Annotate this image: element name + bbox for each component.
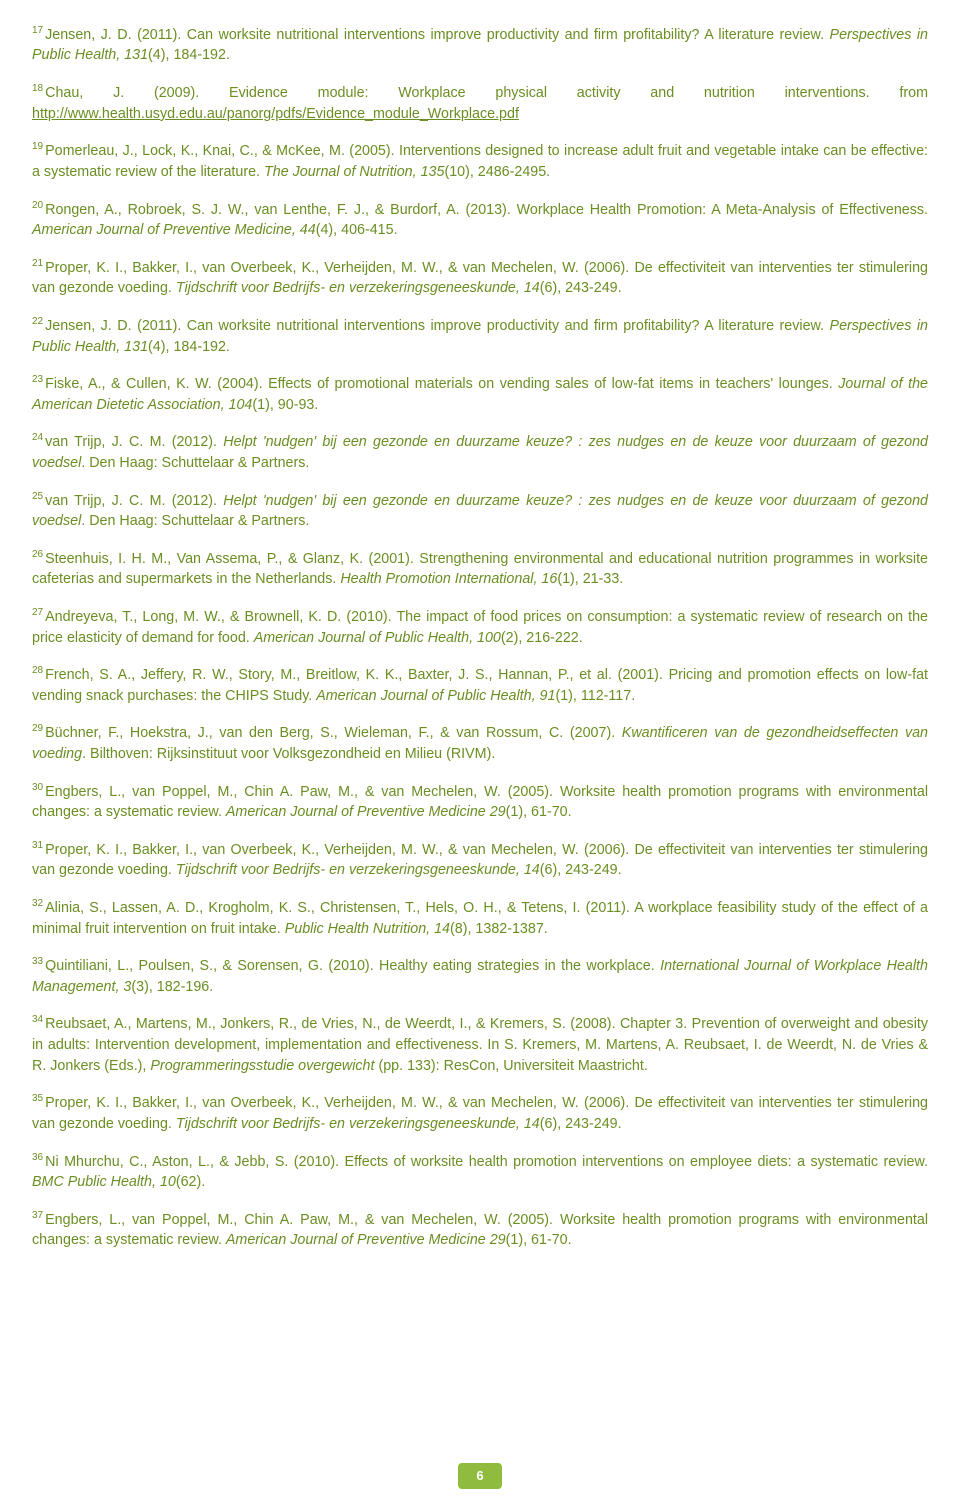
reference-item: 23Fiske, A., & Cullen, K. W. (2004). Eff… (32, 373, 928, 415)
reference-number: 32 (32, 898, 43, 909)
reference-text: (10), 2486-2495. (444, 164, 550, 180)
reference-item: 22Jensen, J. D. (2011). Can worksite nut… (32, 315, 928, 357)
reference-text: Public Health Nutrition, 14 (285, 921, 450, 937)
reference-number: 31 (32, 840, 43, 851)
reference-number: 23 (32, 374, 43, 385)
reference-item: 28French, S. A., Jeffery, R. W., Story, … (32, 664, 928, 706)
reference-text: American Journal of Public Health, 91 (316, 688, 555, 704)
reference-number: 37 (32, 1210, 43, 1221)
reference-number: 17 (32, 25, 43, 36)
reference-item: 32Alinia, S., Lassen, A. D., Krogholm, K… (32, 897, 928, 939)
reference-item: 29Büchner, F., Hoekstra, J., van den Ber… (32, 722, 928, 764)
reference-text: American Journal of Public Health, 100 (254, 630, 501, 646)
reference-item: 35Proper, K. I., Bakker, I., van Overbee… (32, 1092, 928, 1134)
reference-item: 25van Trijp, J. C. M. (2012). Helpt 'nud… (32, 490, 928, 532)
reference-item: 36Ni Mhurchu, C., Aston, L., & Jebb, S. … (32, 1151, 928, 1193)
reference-text: (6), 243-249. (540, 862, 622, 878)
reference-text: Rongen, A., Robroek, S. J. W., van Lenth… (45, 201, 928, 217)
reference-text: Health Promotion International, 16 (340, 571, 557, 587)
reference-number: 29 (32, 723, 43, 734)
references-list: 17Jensen, J. D. (2011). Can worksite nut… (32, 24, 928, 1251)
reference-text: (1), 61-70. (506, 804, 572, 820)
reference-number: 26 (32, 549, 43, 560)
reference-text: Tijdschrift voor Bedrijfs- en verzekerin… (176, 280, 540, 296)
reference-number: 35 (32, 1093, 43, 1104)
reference-number: 20 (32, 200, 43, 211)
reference-text: Chau, J. (2009). Evidence module: Workpl… (45, 85, 928, 101)
reference-text: (4), 184-192. (148, 47, 230, 63)
reference-item: 26Steenhuis, I. H. M., Van Assema, P., &… (32, 548, 928, 590)
reference-text: American Journal of Preventive Medicine … (226, 804, 506, 820)
reference-text: (8), 1382-1387. (450, 921, 548, 937)
reference-number: 30 (32, 782, 43, 793)
reference-text: (4), 406-415. (316, 222, 398, 238)
reference-text: BMC Public Health, 10 (32, 1174, 176, 1190)
reference-text: (2), 216-222. (501, 630, 583, 646)
reference-text: (62). (176, 1174, 205, 1190)
reference-text: Quintiliani, L., Poulsen, S., & Sorensen… (45, 958, 660, 974)
reference-number: 27 (32, 607, 43, 618)
page-number-wrap: 6 (0, 1463, 960, 1489)
reference-item: 34Reubsaet, A., Martens, M., Jonkers, R.… (32, 1013, 928, 1076)
reference-number: 34 (32, 1014, 43, 1025)
reference-number: 19 (32, 141, 43, 152)
reference-text: Büchner, F., Hoekstra, J., van den Berg,… (45, 725, 622, 741)
reference-text: The Journal of Nutrition, 135 (264, 164, 444, 180)
reference-item: 18Chau, J. (2009). Evidence module: Work… (32, 82, 928, 124)
reference-text: Fiske, A., & Cullen, K. W. (2004). Effec… (45, 376, 838, 392)
reference-item: 19Pomerleau, J., Lock, K., Knai, C., & M… (32, 140, 928, 182)
reference-text: (pp. 133): ResCon, Universiteit Maastric… (374, 1058, 647, 1074)
reference-number: 22 (32, 316, 43, 327)
reference-text: (4), 184-192. (148, 339, 230, 355)
page-number: 6 (458, 1463, 501, 1489)
reference-text: . Den Haag: Schuttelaar & Partners. (81, 455, 309, 471)
reference-number: 28 (32, 665, 43, 676)
reference-item: 27Andreyeva, T., Long, M. W., & Brownell… (32, 606, 928, 648)
reference-text: American Journal of Preventive Medicine,… (32, 222, 316, 238)
reference-text: American Journal of Preventive Medicine … (226, 1232, 506, 1248)
reference-number: 36 (32, 1152, 43, 1163)
reference-text: Jensen, J. D. (2011). Can worksite nutri… (45, 318, 829, 334)
reference-text: (1), 21-33. (557, 571, 623, 587)
reference-text: (1), 61-70. (506, 1232, 572, 1248)
reference-text: Tijdschrift voor Bedrijfs- en verzekerin… (176, 862, 540, 878)
reference-number: 25 (32, 491, 43, 502)
reference-text: (6), 243-249. (540, 1116, 622, 1132)
reference-text: (3), 182-196. (131, 979, 213, 995)
reference-item: 17Jensen, J. D. (2011). Can worksite nut… (32, 24, 928, 66)
reference-number: 18 (32, 83, 43, 94)
reference-text: van Trijp, J. C. M. (2012). (45, 434, 223, 450)
reference-item: 30Engbers, L., van Poppel, M., Chin A. P… (32, 781, 928, 823)
reference-text: Ni Mhurchu, C., Aston, L., & Jebb, S. (2… (45, 1153, 928, 1169)
page: 17Jensen, J. D. (2011). Can worksite nut… (0, 0, 960, 1507)
reference-text: (1), 112-117. (555, 688, 635, 704)
reference-item: 37Engbers, L., van Poppel, M., Chin A. P… (32, 1209, 928, 1251)
reference-text: Jensen, J. D. (2011). Can worksite nutri… (45, 27, 829, 43)
reference-text: . Den Haag: Schuttelaar & Partners. (81, 513, 309, 529)
reference-item: 24van Trijp, J. C. M. (2012). Helpt 'nud… (32, 431, 928, 473)
reference-item: 31Proper, K. I., Bakker, I., van Overbee… (32, 839, 928, 881)
reference-number: 24 (32, 432, 43, 443)
reference-text: . Bilthoven: Rijksinstituut voor Volksge… (82, 746, 495, 762)
reference-item: 20Rongen, A., Robroek, S. J. W., van Len… (32, 199, 928, 241)
reference-text: (1), 90-93. (252, 397, 318, 413)
reference-text: (6), 243-249. (540, 280, 622, 296)
reference-item: 33Quintiliani, L., Poulsen, S., & Sorens… (32, 955, 928, 997)
reference-text: Programmeringsstudie overgewicht (150, 1058, 374, 1074)
reference-link[interactable]: http://www.health.usyd.edu.au/panorg/pdf… (32, 106, 519, 122)
reference-text: Tijdschrift voor Bedrijfs- en verzekerin… (176, 1116, 540, 1132)
reference-number: 33 (32, 956, 43, 967)
reference-text: van Trijp, J. C. M. (2012). (45, 492, 223, 508)
reference-number: 21 (32, 258, 43, 269)
reference-item: 21Proper, K. I., Bakker, I., van Overbee… (32, 257, 928, 299)
